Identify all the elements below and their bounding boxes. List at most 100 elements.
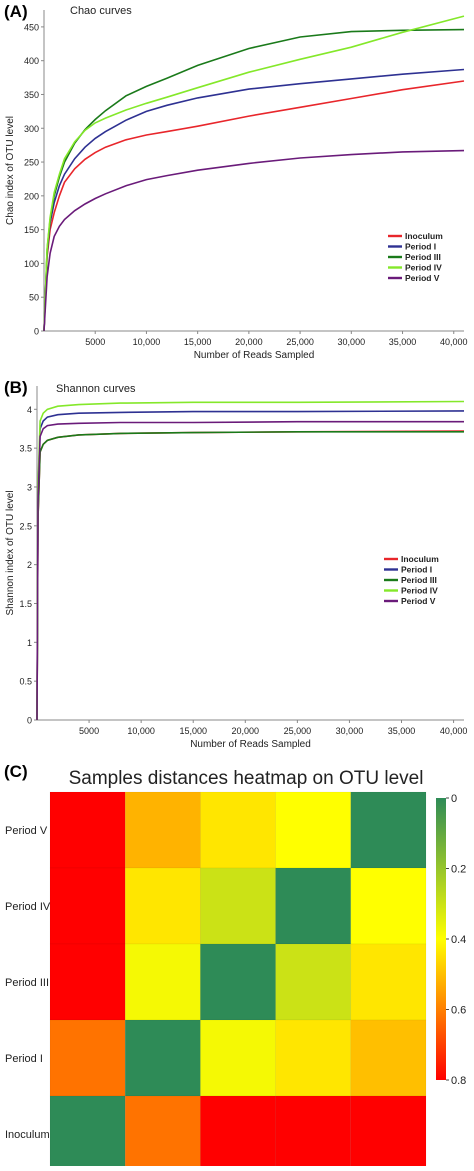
series-line <box>36 410 465 721</box>
heatmap-cell <box>200 1019 276 1097</box>
x-axis-label: Number of Reads Sampled <box>190 739 311 750</box>
x-tick-label: 20,000 <box>232 726 260 736</box>
legend-label: Period IV <box>401 586 438 596</box>
y-tick-label: 400 <box>24 56 39 66</box>
legend-label: Period V <box>401 596 436 606</box>
heatmap-chart: Samples distances heatmap on OTU level Pe… <box>5 768 466 1171</box>
heatmap-cell <box>200 1095 276 1171</box>
y-category-label: Period V <box>5 825 48 837</box>
distance-heatmap-panel: (C) Samples distances heatmap on OTU lev… <box>0 760 474 1171</box>
heatmap-cell <box>350 1095 427 1171</box>
heatmap-cell <box>275 867 352 945</box>
x-tick-label: 5000 <box>79 726 99 736</box>
legend-label: Inoculum <box>401 554 439 564</box>
heatmap-cell <box>49 1019 126 1097</box>
heatmap-cell <box>49 943 126 1021</box>
chao-curves-panel: (A) Chao curves 0 50 100 150 200 250 300 350 400 4… <box>0 0 474 372</box>
x-tick-label: 30,000 <box>338 337 366 347</box>
legend-label: Period III <box>401 575 437 585</box>
colorbar-tick-label: 0.2 <box>451 864 466 876</box>
x-tick-label: 5000 <box>85 337 105 347</box>
y-axis-label: Shannon index of OTU level <box>5 490 16 615</box>
y-tick-label: 100 <box>24 259 39 269</box>
y-tick-label: 3 <box>27 482 32 492</box>
y-tick-label: 2.5 <box>19 521 32 531</box>
heatmap-cell <box>124 1019 201 1097</box>
x-tick-label: 30,000 <box>336 726 364 736</box>
heatmap-cell <box>200 791 276 869</box>
series-line <box>43 80 465 332</box>
heatmap-cell <box>200 867 276 945</box>
x-tick-label: 15,000 <box>179 726 207 736</box>
y-tick-label: 3.5 <box>19 444 32 454</box>
y-tick-label: 450 <box>24 22 39 32</box>
shannon-curves-panel: (B) Shannon curves 0 0.5 1 1.5 2 2.5 3 3.5 4 5000 1… <box>0 376 474 756</box>
x-tick-label: 40,000 <box>440 337 468 347</box>
series-line <box>43 149 465 332</box>
y-tick-label: 300 <box>24 124 39 134</box>
heatmap-cell <box>350 791 427 869</box>
y-tick-label: 0 <box>27 716 32 726</box>
heatmap-cell <box>350 943 427 1021</box>
heatmap-cell <box>200 943 276 1021</box>
y-tick-label: 200 <box>24 191 39 201</box>
y-tick-label: 350 <box>24 90 39 100</box>
x-tick-label: 25,000 <box>284 726 312 736</box>
colorbar-tick-label: 0.4 <box>451 934 466 946</box>
series-line <box>36 420 464 721</box>
x-tick-label: 10,000 <box>127 726 155 736</box>
legend-label: Period I <box>401 565 432 575</box>
heatmap-cell <box>49 791 126 869</box>
x-tick-label: 20,000 <box>235 337 263 347</box>
colorbar-tick-label: 0.6 <box>451 1005 466 1017</box>
x-axis-label: Number of Reads Sampled <box>194 350 315 361</box>
chart-title: Shannon curves <box>56 383 136 395</box>
colorbar-tick-label: 0.8 <box>451 1075 466 1087</box>
y-category-label: Period III <box>5 977 49 989</box>
x-tick-label: 25,000 <box>286 337 314 347</box>
heatmap-cell <box>275 1095 352 1171</box>
shannon-chart: Shannon curves 0 0.5 1 1.5 2 2.5 3 3.5 4 5000 10,00… <box>5 383 468 750</box>
heatmap-cell <box>350 1019 427 1097</box>
x-tick-label: 15,000 <box>184 337 212 347</box>
series-line <box>36 430 464 721</box>
legend-label: Period IV <box>405 263 442 273</box>
x-tick-label: 40,000 <box>440 726 468 736</box>
series-line <box>43 15 465 332</box>
panel-label-b: (B) <box>4 378 28 397</box>
heatmap-cell <box>350 867 427 945</box>
panel-label-a: (A) <box>4 2 28 21</box>
y-category-label: Period IV <box>5 901 51 913</box>
y-category-label: Inoculum <box>5 1129 50 1141</box>
y-tick-label: 4 <box>27 405 32 415</box>
y-tick-label: 2 <box>27 560 32 570</box>
y-category-label: Period I <box>5 1053 43 1065</box>
heatmap-cell <box>275 943 352 1021</box>
x-tick-label: 35,000 <box>388 726 416 736</box>
y-tick-label: 0 <box>34 327 39 337</box>
heatmap-cell <box>49 867 126 945</box>
heatmap-cell <box>275 791 352 869</box>
colorbar <box>436 798 446 1080</box>
chart-title: Chao curves <box>70 5 132 17</box>
heatmap-cell <box>124 1095 201 1171</box>
series-line <box>43 68 465 332</box>
colorbar-tick-label: 0 <box>451 793 457 805</box>
heatmap-cell <box>124 867 201 945</box>
legend-label: Period I <box>405 242 436 252</box>
y-tick-label: 1 <box>27 638 32 648</box>
chart-title: Samples distances heatmap on OTU level <box>69 768 424 789</box>
heatmap-cell <box>49 1095 126 1171</box>
legend-label: Inoculum <box>405 231 443 241</box>
series-line <box>36 430 465 721</box>
y-tick-label: 150 <box>24 225 39 235</box>
series-line <box>36 400 465 721</box>
y-tick-label: 250 <box>24 158 39 168</box>
y-tick-label: 0.5 <box>19 677 32 687</box>
y-axis-label: Chao index of OTU level <box>5 116 16 225</box>
y-tick-label: 1.5 <box>19 599 32 609</box>
panel-label-c: (C) <box>4 762 28 781</box>
chao-chart: Chao curves 0 50 100 150 200 250 300 350 400 450 50… <box>5 5 468 361</box>
heatmap-cell <box>124 791 201 869</box>
x-tick-label: 10,000 <box>133 337 161 347</box>
